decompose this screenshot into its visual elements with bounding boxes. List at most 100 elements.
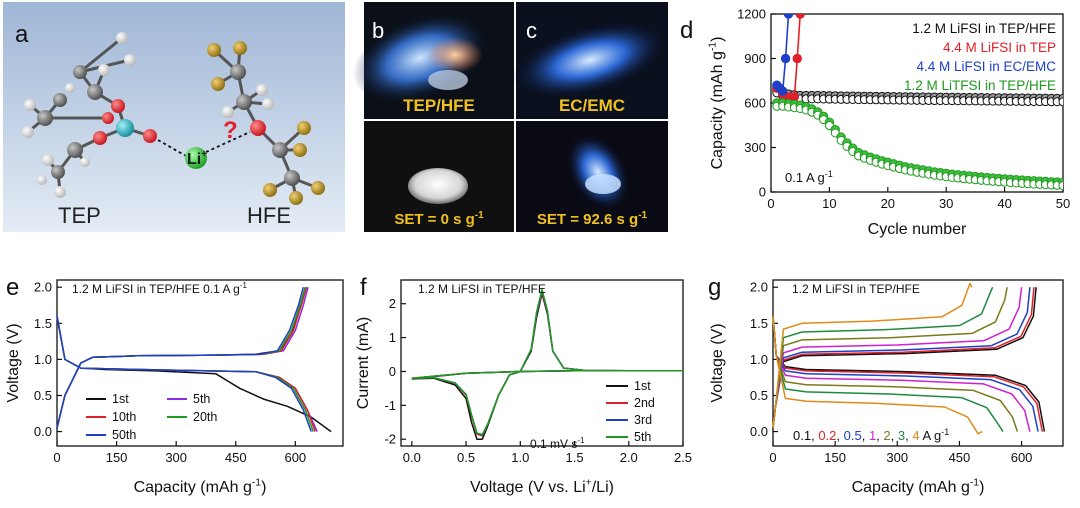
molecule-structures	[22, 32, 325, 205]
annotation-g: 1.2 M LiFSI in TEP/HFE	[792, 282, 920, 296]
hydrogen-atom	[37, 175, 47, 185]
x-tick-label: 300	[165, 450, 187, 465]
legend-entry: 1.2 M LiFSI in TEP/HFE	[912, 21, 1056, 36]
coordination-line	[205, 131, 251, 153]
fluorine-atom	[311, 181, 325, 195]
hfe-label: HFE	[247, 203, 291, 228]
question-mark: ?	[223, 117, 238, 144]
x-axis-label: Voltage (V vs. Li+/Li)	[470, 478, 614, 496]
legend-entry: 5th	[193, 392, 210, 406]
sample-c-bottom	[585, 174, 621, 194]
carbon-atom	[230, 64, 246, 80]
discharge-curve	[56, 315, 318, 432]
legend-entry: 4.4 M LiFSI in EC/EMC	[916, 59, 1056, 74]
carbon-atom	[87, 84, 103, 100]
set-c-label: SET = 92.6 s g-1	[537, 210, 648, 228]
tep-label: TEP	[58, 203, 101, 228]
x-tick-label: 0.0	[403, 450, 421, 465]
x-tick-label: 300	[886, 450, 908, 465]
hydrogen-atom	[24, 99, 36, 111]
hydrogen-atom	[80, 157, 90, 167]
y-tick-label: 0.0	[34, 424, 52, 439]
x-tick-label: 40	[997, 196, 1011, 211]
charge-curve	[772, 287, 1031, 429]
electrolyte-b-label: TEP/HFE	[403, 96, 475, 115]
oxygen-atom	[102, 112, 114, 124]
panel-e: e 0 150 300 450 600 0.0 0.5 1.0 1.5 2.0 Capacity (…	[5, 274, 344, 496]
sample-b-top	[428, 70, 468, 90]
plot-frame	[772, 279, 1064, 447]
carbon-atom	[272, 142, 288, 158]
hydrogen-atom	[222, 106, 234, 118]
y-tick-label: 0	[389, 364, 396, 379]
x-tick-label: 600	[1011, 450, 1033, 465]
panel-a-letter: a	[15, 21, 29, 48]
x-tick-label: 0	[769, 450, 776, 465]
y-axis-label: Capacity (mAh g-1)	[708, 37, 726, 170]
carbon-atom	[284, 170, 300, 186]
y-tick-label: -2	[384, 432, 396, 447]
series-line	[776, 14, 790, 92]
legend-entry: 50th	[112, 428, 136, 442]
carbon-atom	[236, 94, 252, 110]
y-tick-label: 0.5	[750, 388, 768, 403]
legend-entry: 4.4 M LiFSI in TEP	[943, 40, 1056, 55]
x-tick-label: 0.5	[457, 450, 475, 465]
charge-curve	[772, 287, 1037, 429]
charge-curve	[772, 286, 994, 429]
cv-curve	[411, 288, 684, 436]
x-tick-label: 2.5	[674, 450, 692, 465]
set-b-label: SET = 0 s g-1	[394, 210, 484, 228]
panel-f-letter: f	[360, 274, 367, 301]
x-tick-label: 30	[939, 196, 953, 211]
data-point	[777, 86, 788, 96]
chart-d-series	[772, 14, 1063, 191]
flame-b-orange	[427, 37, 483, 73]
hydrogen-atom	[262, 98, 274, 110]
x-tick-label: 150	[106, 450, 128, 465]
panel-d: d 0 10 20 30 40 50 0 300 600 900 1200 Cycle number C…	[680, 7, 1070, 239]
chart-g: 0 150 300 450 600 0.0 0.5 1.0 1.5 2.0 Capacity (mA…	[709, 279, 1064, 496]
oxygen-atom	[143, 129, 157, 143]
fluorine-atom	[211, 77, 225, 91]
data-point	[780, 53, 791, 64]
x-tick-label: 0	[767, 196, 774, 211]
legend-entry: 1st	[634, 379, 651, 393]
data-point	[783, 14, 794, 19]
y-axis-label: Current (mA)	[355, 317, 372, 409]
legend-entry: 10th	[112, 410, 136, 424]
y-tick-label: 1.0	[750, 352, 768, 367]
charge-curve	[56, 287, 305, 429]
x-tick-label: 150	[824, 450, 846, 465]
fluorine-atom	[293, 143, 307, 157]
chart-e-series	[56, 286, 332, 433]
flame-c	[512, 21, 668, 99]
y-tick-label: 2.0	[750, 280, 768, 295]
y-tick-label: -1	[384, 398, 396, 413]
chart-f: 0.0 0.5 1.0 1.5 2.0 2.5 -2 -1 0 1 2 Voltage (V vs. …	[355, 279, 692, 496]
y-tick-label: 1.5	[750, 316, 768, 331]
y-tick-label: 1.0	[34, 352, 52, 367]
y-tick-label: 0.0	[750, 424, 768, 439]
x-tick-label: 50	[1056, 196, 1070, 211]
y-tick-label: 2.0	[34, 280, 52, 295]
fluorine-atom	[207, 43, 221, 57]
y-tick-label: 600	[744, 96, 766, 111]
hydrogen-atom	[116, 32, 128, 44]
panel-g: g 0 150 300 450 600 0.0 0.5 1.0 1.5 2.0 Capacity (…	[708, 274, 1064, 496]
panel-f: f 0.0 0.5 1.0 1.5 2.0 2.5 -2 -1 0 1 2 Voltage (V vs…	[355, 274, 692, 496]
x-axis-label: Capacity (mAh g-1)	[852, 478, 985, 496]
carbon-atom	[37, 110, 53, 126]
x-tick-label: 450	[949, 450, 971, 465]
discharge-curve	[56, 315, 312, 432]
rate-legend: 0.1, 0.2, 0.5, 1, 2, 3, 4 A g-1	[793, 427, 949, 443]
plot-frame	[400, 279, 684, 447]
fluorine-atom	[289, 191, 303, 205]
oxygen-atom	[93, 131, 107, 145]
hydrogen-atom	[22, 126, 34, 138]
x-axis-label: Cycle number	[868, 221, 967, 238]
x-tick-label: 20	[881, 196, 895, 211]
panel-b: b TEP/HFE SET = 0 s g-1	[352, 2, 514, 232]
hydrogen-atom	[98, 64, 110, 76]
panel-a: a Li+ ? TEP HFE	[3, 2, 345, 232]
